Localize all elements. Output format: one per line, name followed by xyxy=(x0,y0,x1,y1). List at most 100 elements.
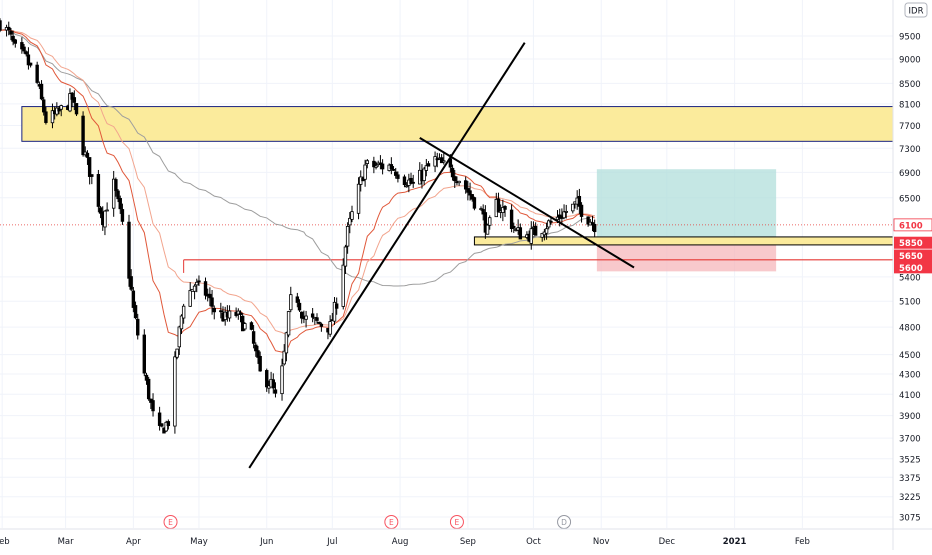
candle-up xyxy=(284,332,289,354)
candle-up xyxy=(433,156,437,167)
candle-down xyxy=(146,378,151,400)
candle-up xyxy=(192,285,197,292)
candle-down xyxy=(26,54,31,66)
ema-fast-line xyxy=(0,29,595,335)
candle-down xyxy=(453,176,457,182)
candle-down xyxy=(512,225,516,229)
candle-down xyxy=(57,108,61,112)
candle-up xyxy=(179,315,184,330)
candle-down xyxy=(212,307,216,313)
candle-down xyxy=(160,423,164,427)
candle-down xyxy=(81,115,85,156)
candle-down xyxy=(72,97,77,103)
candle-down xyxy=(144,374,149,381)
candle-down xyxy=(592,223,597,233)
price-tick-label: 3525 xyxy=(899,455,921,465)
ascending-trendline[interactable] xyxy=(248,42,526,469)
candle-up xyxy=(173,356,177,427)
candle-up xyxy=(544,228,549,234)
candle-down xyxy=(463,180,468,190)
candle-down xyxy=(127,221,131,279)
candle-down xyxy=(114,179,118,191)
candle-down xyxy=(7,26,11,31)
candle-up xyxy=(501,207,505,213)
time-tick-label: Jun xyxy=(259,537,273,547)
candles xyxy=(0,18,597,434)
candle-down xyxy=(118,198,122,210)
candle-down xyxy=(254,344,258,352)
target-zone xyxy=(596,169,777,243)
candle-down xyxy=(295,296,300,303)
candle-up xyxy=(177,326,181,348)
candle-down xyxy=(450,167,455,178)
candle-down xyxy=(518,227,523,240)
price-tick-label: 7300 xyxy=(899,145,921,155)
candle-down xyxy=(586,216,590,225)
time-tick-label: May xyxy=(190,537,208,547)
price-tag-bg xyxy=(893,218,932,232)
candle-down xyxy=(496,198,501,213)
price-axis[interactable]: 3075 3225 3375 3525 3700 3900 4100 4300 4500 4800… xyxy=(892,0,921,550)
price-tick-label: 6500 xyxy=(899,194,921,204)
descending-trendline[interactable] xyxy=(419,137,635,269)
candle-down xyxy=(28,62,33,66)
candle-up xyxy=(424,165,429,171)
time-axis[interactable]: Feb Mar Apr May Jun Jul Aug Sep Oct Nov Dec 2021 Feb xyxy=(0,528,932,547)
trendlines[interactable] xyxy=(248,42,635,469)
candle-down xyxy=(300,311,304,319)
candle-down xyxy=(483,212,488,233)
candle-up xyxy=(50,110,55,124)
candle-up xyxy=(422,168,426,181)
time-tick-label: Feb xyxy=(795,537,810,547)
candle-up xyxy=(243,323,247,330)
candle-down xyxy=(22,46,26,52)
candle-up xyxy=(304,315,308,320)
candle-down xyxy=(98,207,103,214)
candle-down xyxy=(391,169,396,171)
candle-up xyxy=(227,310,232,319)
price-tick-label: 4800 xyxy=(899,324,921,334)
candle-up xyxy=(457,180,461,184)
candle-down xyxy=(142,334,146,374)
candle-down xyxy=(133,305,138,319)
candle-down xyxy=(87,157,92,177)
candle-down xyxy=(271,379,275,389)
event-marker-label: D xyxy=(561,518,567,527)
candle-down xyxy=(96,174,101,207)
currency-badge[interactable]: IDR xyxy=(904,2,928,18)
candle-down xyxy=(470,194,474,200)
candle-down xyxy=(44,111,48,123)
candle-down xyxy=(151,400,155,412)
candle-down xyxy=(468,190,472,196)
price-tick-label: 4300 xyxy=(899,370,921,380)
candle-down xyxy=(219,310,223,313)
time-tick-label: Mar xyxy=(58,537,75,547)
sma-slow-line xyxy=(0,28,595,287)
candle-down xyxy=(166,421,171,427)
price-tag-label: 5600 xyxy=(899,264,923,274)
time-tick-label: Jul xyxy=(326,537,337,547)
candle-down xyxy=(503,206,507,210)
candle-down xyxy=(90,174,94,177)
candle-down xyxy=(20,42,24,50)
candle-down xyxy=(238,312,243,315)
candle-down xyxy=(396,174,400,179)
price-tick-label: 5400 xyxy=(899,273,921,283)
candle-down xyxy=(35,64,39,83)
candle-down xyxy=(13,39,18,44)
candle-up xyxy=(365,160,369,164)
candle-up xyxy=(350,211,354,220)
candle-down xyxy=(11,35,15,42)
candle-down xyxy=(426,163,431,167)
candle-down xyxy=(472,197,477,209)
candle-down xyxy=(42,99,46,113)
candle-up xyxy=(111,178,116,209)
price-tags: 6100 5850 5650 5600 xyxy=(893,218,932,274)
candle-down xyxy=(129,276,133,290)
price-tick-label: 8100 xyxy=(899,100,921,110)
candle-down xyxy=(251,331,256,344)
